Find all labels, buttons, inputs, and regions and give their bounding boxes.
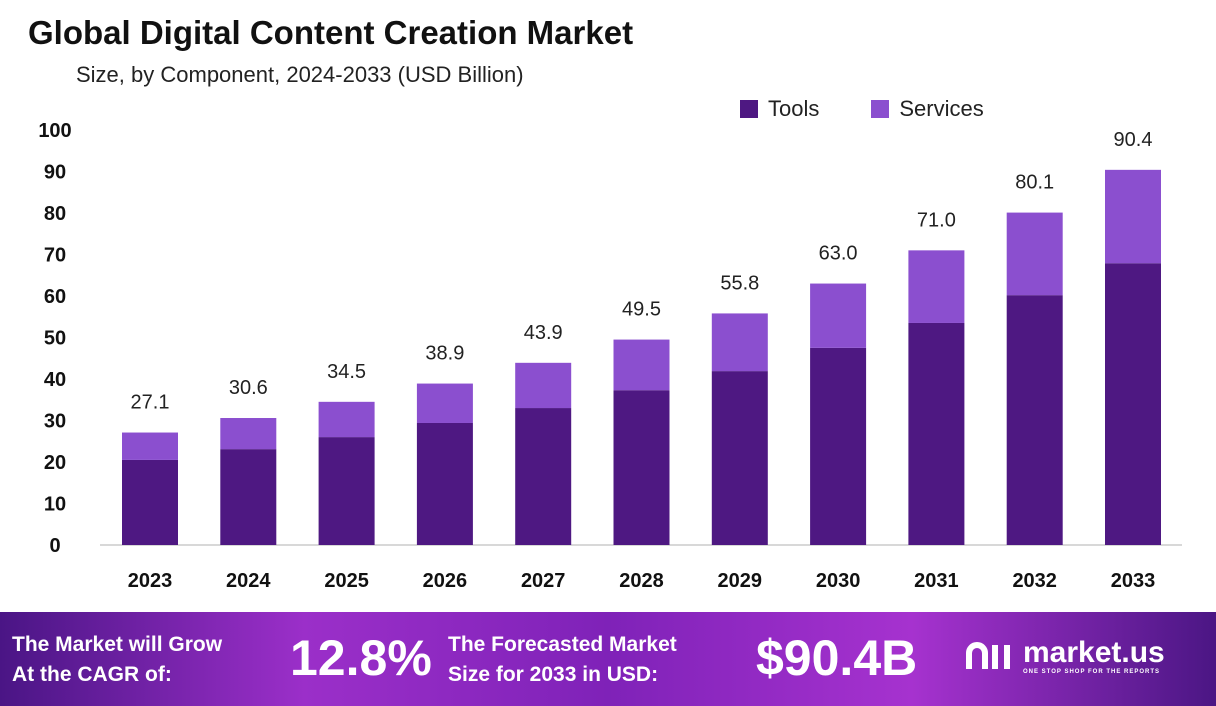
data-label-2032: 80.1 [1015, 172, 1054, 194]
bar-chart: 010203040506070809010027.1202330.6202434… [38, 120, 1182, 592]
bar-services-2026 [416, 383, 473, 423]
forecast-label: The Forecasted Market Size for 2033 in U… [448, 630, 677, 690]
x-tick-label: 2031 [914, 570, 959, 592]
bar-tools-2031 [908, 322, 965, 545]
legend-item-services: Services [871, 96, 984, 122]
data-label-2027: 43.9 [524, 322, 563, 344]
bar-tools-2025 [318, 437, 375, 545]
forecast-label-line2: Size for 2033 in USD: [448, 663, 659, 686]
y-tick-label: 10 [44, 494, 66, 516]
bar-tools-2033 [1105, 263, 1161, 545]
logo-text: market.us [1023, 636, 1165, 669]
logo-tagline: ONE STOP SHOP FOR THE REPORTS [1023, 669, 1161, 675]
bar-services-2028 [613, 339, 670, 391]
data-label-2026: 38.9 [425, 343, 464, 365]
chart-subtitle: Size, by Component, 2024-2033 (USD Billi… [76, 62, 524, 87]
legend-item-tools: Tools [740, 96, 819, 122]
x-tick-label: 2032 [1012, 570, 1057, 592]
x-tick-label: 2024 [226, 570, 271, 592]
x-tick-label: 2023 [128, 570, 173, 592]
bar-tools-2032 [1006, 295, 1063, 545]
bar-services-2032 [1006, 212, 1063, 296]
bar-services-2029 [711, 313, 768, 372]
bar-services-2024 [220, 418, 277, 450]
data-label-2029: 55.8 [720, 272, 759, 294]
data-label-2030: 63.0 [819, 243, 858, 265]
data-label-2024: 30.6 [229, 377, 268, 399]
bar-services-2023 [122, 432, 178, 460]
bar-services-2025 [318, 401, 375, 438]
cagr-label-line2: At the CAGR of: [12, 663, 172, 686]
x-tick-label: 2028 [619, 570, 664, 592]
forecast-label-line1: The Forecasted Market [448, 633, 677, 656]
x-tick-label: 2030 [816, 570, 861, 592]
bar-tools-2023 [122, 459, 178, 545]
data-label-2028: 49.5 [622, 299, 661, 321]
logo-icon [966, 642, 1010, 669]
y-tick-label: 50 [44, 328, 66, 350]
bar-services-2033 [1105, 169, 1161, 264]
footer-banner: The Market will Grow At the CAGR of: 12.… [0, 612, 1216, 706]
y-tick-label: 40 [44, 369, 66, 391]
bar-tools-2026 [416, 422, 473, 545]
legend: Tools Services [740, 96, 984, 122]
x-tick-label: 2027 [521, 570, 566, 592]
data-label-2025: 34.5 [327, 361, 366, 383]
bar-services-2030 [810, 283, 867, 348]
legend-swatch-services [871, 100, 890, 118]
bar-tools-2024 [220, 449, 277, 545]
bar-services-2031 [908, 250, 965, 323]
data-label-2023: 27.1 [131, 392, 170, 414]
y-tick-label: 70 [44, 245, 66, 267]
x-tick-label: 2033 [1111, 570, 1156, 592]
bar-tools-2028 [613, 390, 670, 545]
data-label-2033: 90.4 [1114, 129, 1153, 151]
y-tick-label: 20 [44, 452, 66, 474]
x-tick-label: 2025 [324, 570, 369, 592]
bar-services-2027 [515, 362, 572, 409]
cagr-label: The Market will Grow At the CAGR of: [12, 630, 222, 690]
market-us-logo: market.us ONE STOP SHOP FOR THE REPORTS [965, 638, 1165, 676]
cagr-label-line1: The Market will Grow [12, 633, 223, 656]
cagr-value: 12.8% [290, 630, 432, 686]
chart-title: Global Digital Content Creation Market [28, 14, 634, 51]
y-tick-label: 30 [44, 411, 66, 433]
legend-label-services: Services [899, 96, 984, 121]
bar-tools-2027 [515, 408, 572, 545]
data-label-2031: 71.0 [917, 209, 956, 231]
forecast-value: $90.4B [756, 630, 918, 686]
x-tick-label: 2026 [423, 570, 468, 592]
y-tick-label: 80 [44, 203, 66, 225]
bar-tools-2030 [810, 347, 867, 545]
bar-tools-2029 [711, 371, 768, 545]
y-tick-label: 60 [44, 286, 66, 308]
y-tick-label: 0 [49, 535, 60, 557]
y-tick-label: 100 [38, 120, 71, 142]
legend-swatch-tools [740, 100, 758, 118]
x-tick-label: 2029 [718, 570, 763, 592]
legend-label-tools: Tools [768, 96, 820, 121]
y-tick-label: 90 [44, 162, 66, 184]
